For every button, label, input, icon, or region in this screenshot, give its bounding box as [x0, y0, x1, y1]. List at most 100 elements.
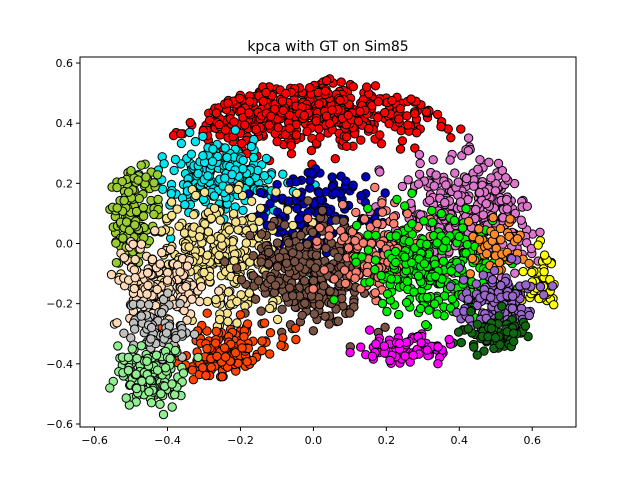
scatter-point	[329, 295, 339, 305]
scatter-point	[130, 273, 140, 283]
scatter-point	[365, 277, 375, 287]
scatter-point	[206, 234, 216, 245]
scatter-point	[259, 171, 270, 181]
scatter-point	[421, 320, 431, 330]
scatter-point	[436, 208, 446, 219]
scatter-point	[290, 256, 300, 267]
scatter-point	[264, 247, 274, 258]
scatter-point	[382, 289, 393, 299]
scatter-point	[308, 276, 319, 286]
y-tick-label: −0.2	[46, 298, 73, 311]
scatter-point	[376, 139, 387, 149]
scatter-point	[394, 309, 404, 320]
scatter-point	[136, 341, 147, 351]
scatter-point	[403, 120, 413, 130]
scatter-point	[220, 257, 230, 267]
scatter-point	[308, 284, 318, 294]
scatter-point	[159, 159, 169, 169]
scatter-point	[549, 300, 559, 310]
scatter-point	[343, 243, 354, 253]
scatter-point	[286, 149, 297, 159]
scatter-point	[390, 246, 401, 257]
scatter-point	[407, 219, 417, 229]
scatter-point	[394, 338, 405, 349]
scatter-point	[146, 398, 157, 408]
scatter-point	[288, 248, 298, 258]
scatter-point	[355, 106, 365, 117]
scatter-point	[172, 204, 182, 214]
scatter-point	[181, 282, 191, 292]
scatter-point	[522, 201, 532, 212]
scatter-point	[123, 187, 134, 197]
scatter-point	[185, 127, 195, 138]
scatter-point	[471, 204, 481, 215]
scatter-point	[216, 233, 226, 243]
scatter-point	[345, 347, 355, 358]
scatter-point	[257, 336, 267, 346]
scatter-point	[539, 267, 549, 277]
scatter-point	[241, 238, 252, 248]
scatter-point	[482, 249, 492, 259]
scatter-point	[312, 236, 322, 247]
scatter-point	[461, 204, 471, 214]
scatter-point	[486, 173, 496, 183]
scatter-point	[363, 230, 373, 240]
scatter-point	[397, 136, 408, 146]
scatter-point	[547, 281, 558, 291]
scatter-point	[254, 216, 264, 227]
scatter-point	[211, 294, 221, 305]
scatter-point	[240, 120, 250, 130]
scatter-point	[391, 231, 401, 241]
scatter-point	[169, 165, 179, 176]
scatter-point	[358, 238, 368, 248]
scatter-point	[342, 141, 352, 152]
scatter-point	[203, 171, 213, 181]
scatter-point	[527, 267, 537, 278]
scatter-point	[278, 169, 288, 179]
scatter-point	[299, 110, 309, 121]
scatter-point	[397, 181, 408, 192]
scatter-point	[338, 200, 348, 210]
scatter-point	[466, 306, 476, 317]
scatter-point	[392, 194, 402, 205]
scatter-point	[339, 265, 350, 275]
scatter-point	[149, 178, 159, 188]
scatter-point	[333, 316, 344, 326]
scatter-point	[403, 175, 413, 185]
scatter-point	[291, 130, 302, 140]
scatter-point	[364, 325, 375, 335]
scatter-point	[535, 227, 545, 238]
scatter-point	[461, 173, 472, 184]
scatter-point	[142, 356, 152, 366]
scatter-point	[432, 309, 442, 319]
scatter-point	[509, 336, 519, 347]
scatter-point	[236, 275, 247, 285]
scatter-point	[237, 343, 247, 353]
scatter-point	[167, 402, 177, 412]
scatter-point	[136, 239, 147, 249]
scatter-point	[463, 146, 473, 156]
scatter-point	[505, 214, 515, 224]
scatter-point	[433, 359, 443, 369]
scatter-point	[474, 224, 484, 234]
scatter-point	[194, 232, 205, 242]
scatter-point	[419, 216, 429, 226]
scatter-point	[273, 122, 283, 133]
scatter-point	[190, 136, 201, 147]
scatter-point	[215, 215, 225, 225]
scatter-point	[136, 311, 147, 321]
scatter-point	[176, 129, 186, 139]
scatter-point	[223, 98, 233, 108]
scatter-point	[143, 280, 153, 291]
scatter-point	[475, 155, 485, 165]
scatter-point	[303, 196, 313, 206]
y-tick-label: −0.6	[46, 418, 73, 431]
scatter-point	[280, 130, 291, 140]
scatter-point	[325, 286, 335, 296]
scatter-point	[272, 314, 283, 325]
scatter-point	[278, 105, 288, 116]
scatter-point	[427, 205, 437, 216]
scatter-point	[348, 82, 358, 92]
scatter-point	[521, 280, 531, 290]
scatter-point	[133, 175, 143, 185]
